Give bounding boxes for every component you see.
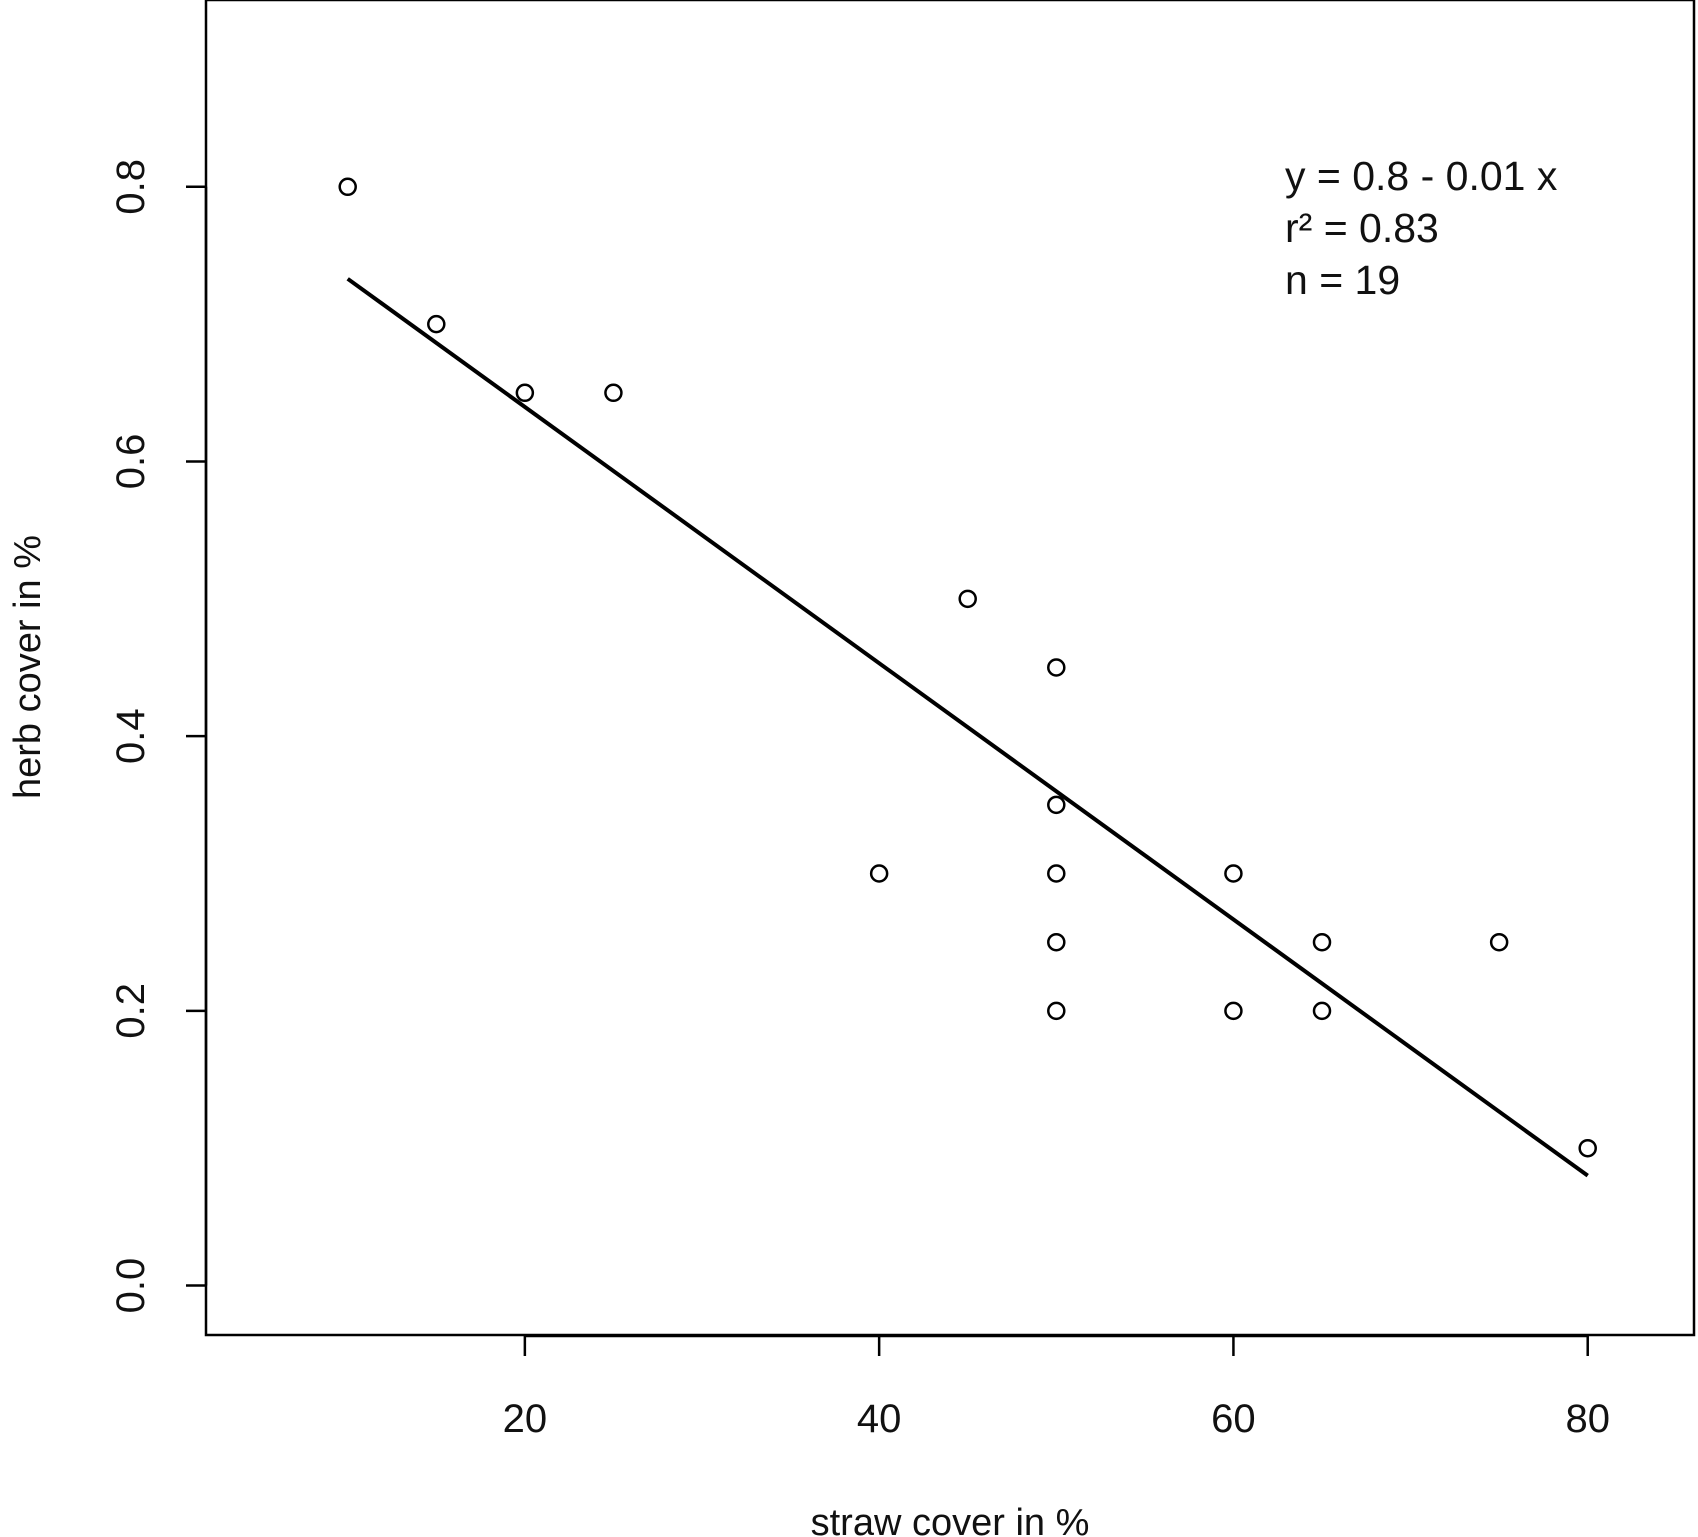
y-axis-title: herb cover in % (7, 535, 49, 799)
x-axis-title: straw cover in % (811, 1502, 1090, 1537)
data-point (604, 383, 623, 403)
annotation-n: n = 19 (1285, 257, 1400, 303)
data-point (1047, 795, 1066, 815)
data-point (1047, 932, 1066, 952)
data-point (1489, 932, 1509, 952)
data-point (1578, 1138, 1597, 1158)
data-point (1224, 1001, 1243, 1021)
data-point (1312, 932, 1332, 952)
y-tick-label: 0.0 (109, 1258, 153, 1314)
data-point (338, 177, 357, 197)
fit-annotation: y = 0.8 - 0.01 x r² = 0.83 n = 19 (1285, 153, 1558, 303)
x-tick-label: 80 (1565, 1397, 1610, 1441)
y-axis: 0.0 0.2 0.4 0.6 0.8 (109, 159, 208, 1314)
x-tick-label: 40 (857, 1397, 902, 1441)
y-tick-label: 0.8 (109, 159, 153, 215)
regression-line (346, 277, 1589, 1178)
data-point (1047, 658, 1066, 677)
plot-frame (204, 0, 1696, 1337)
data-point (1312, 1001, 1332, 1021)
data-point (958, 589, 977, 609)
y-tick-label: 0.2 (109, 983, 153, 1039)
data-points (338, 177, 1597, 1158)
data-point (1047, 1001, 1066, 1021)
y-tick-label: 0.4 (109, 708, 153, 764)
x-axis: 20 40 60 80 (503, 1334, 1610, 1441)
data-point (427, 314, 446, 334)
data-point (1047, 864, 1066, 883)
data-point (515, 383, 535, 403)
data-point (1224, 864, 1243, 883)
x-tick-label: 20 (503, 1397, 548, 1441)
data-point (869, 864, 889, 883)
regression-line-group (346, 277, 1589, 1178)
y-tick-label: 0.6 (109, 434, 153, 490)
x-tick-label: 60 (1211, 1397, 1256, 1441)
annotation-equation: y = 0.8 - 0.01 x (1285, 153, 1558, 199)
annotation-r-squared: r² = 0.83 (1285, 205, 1439, 251)
